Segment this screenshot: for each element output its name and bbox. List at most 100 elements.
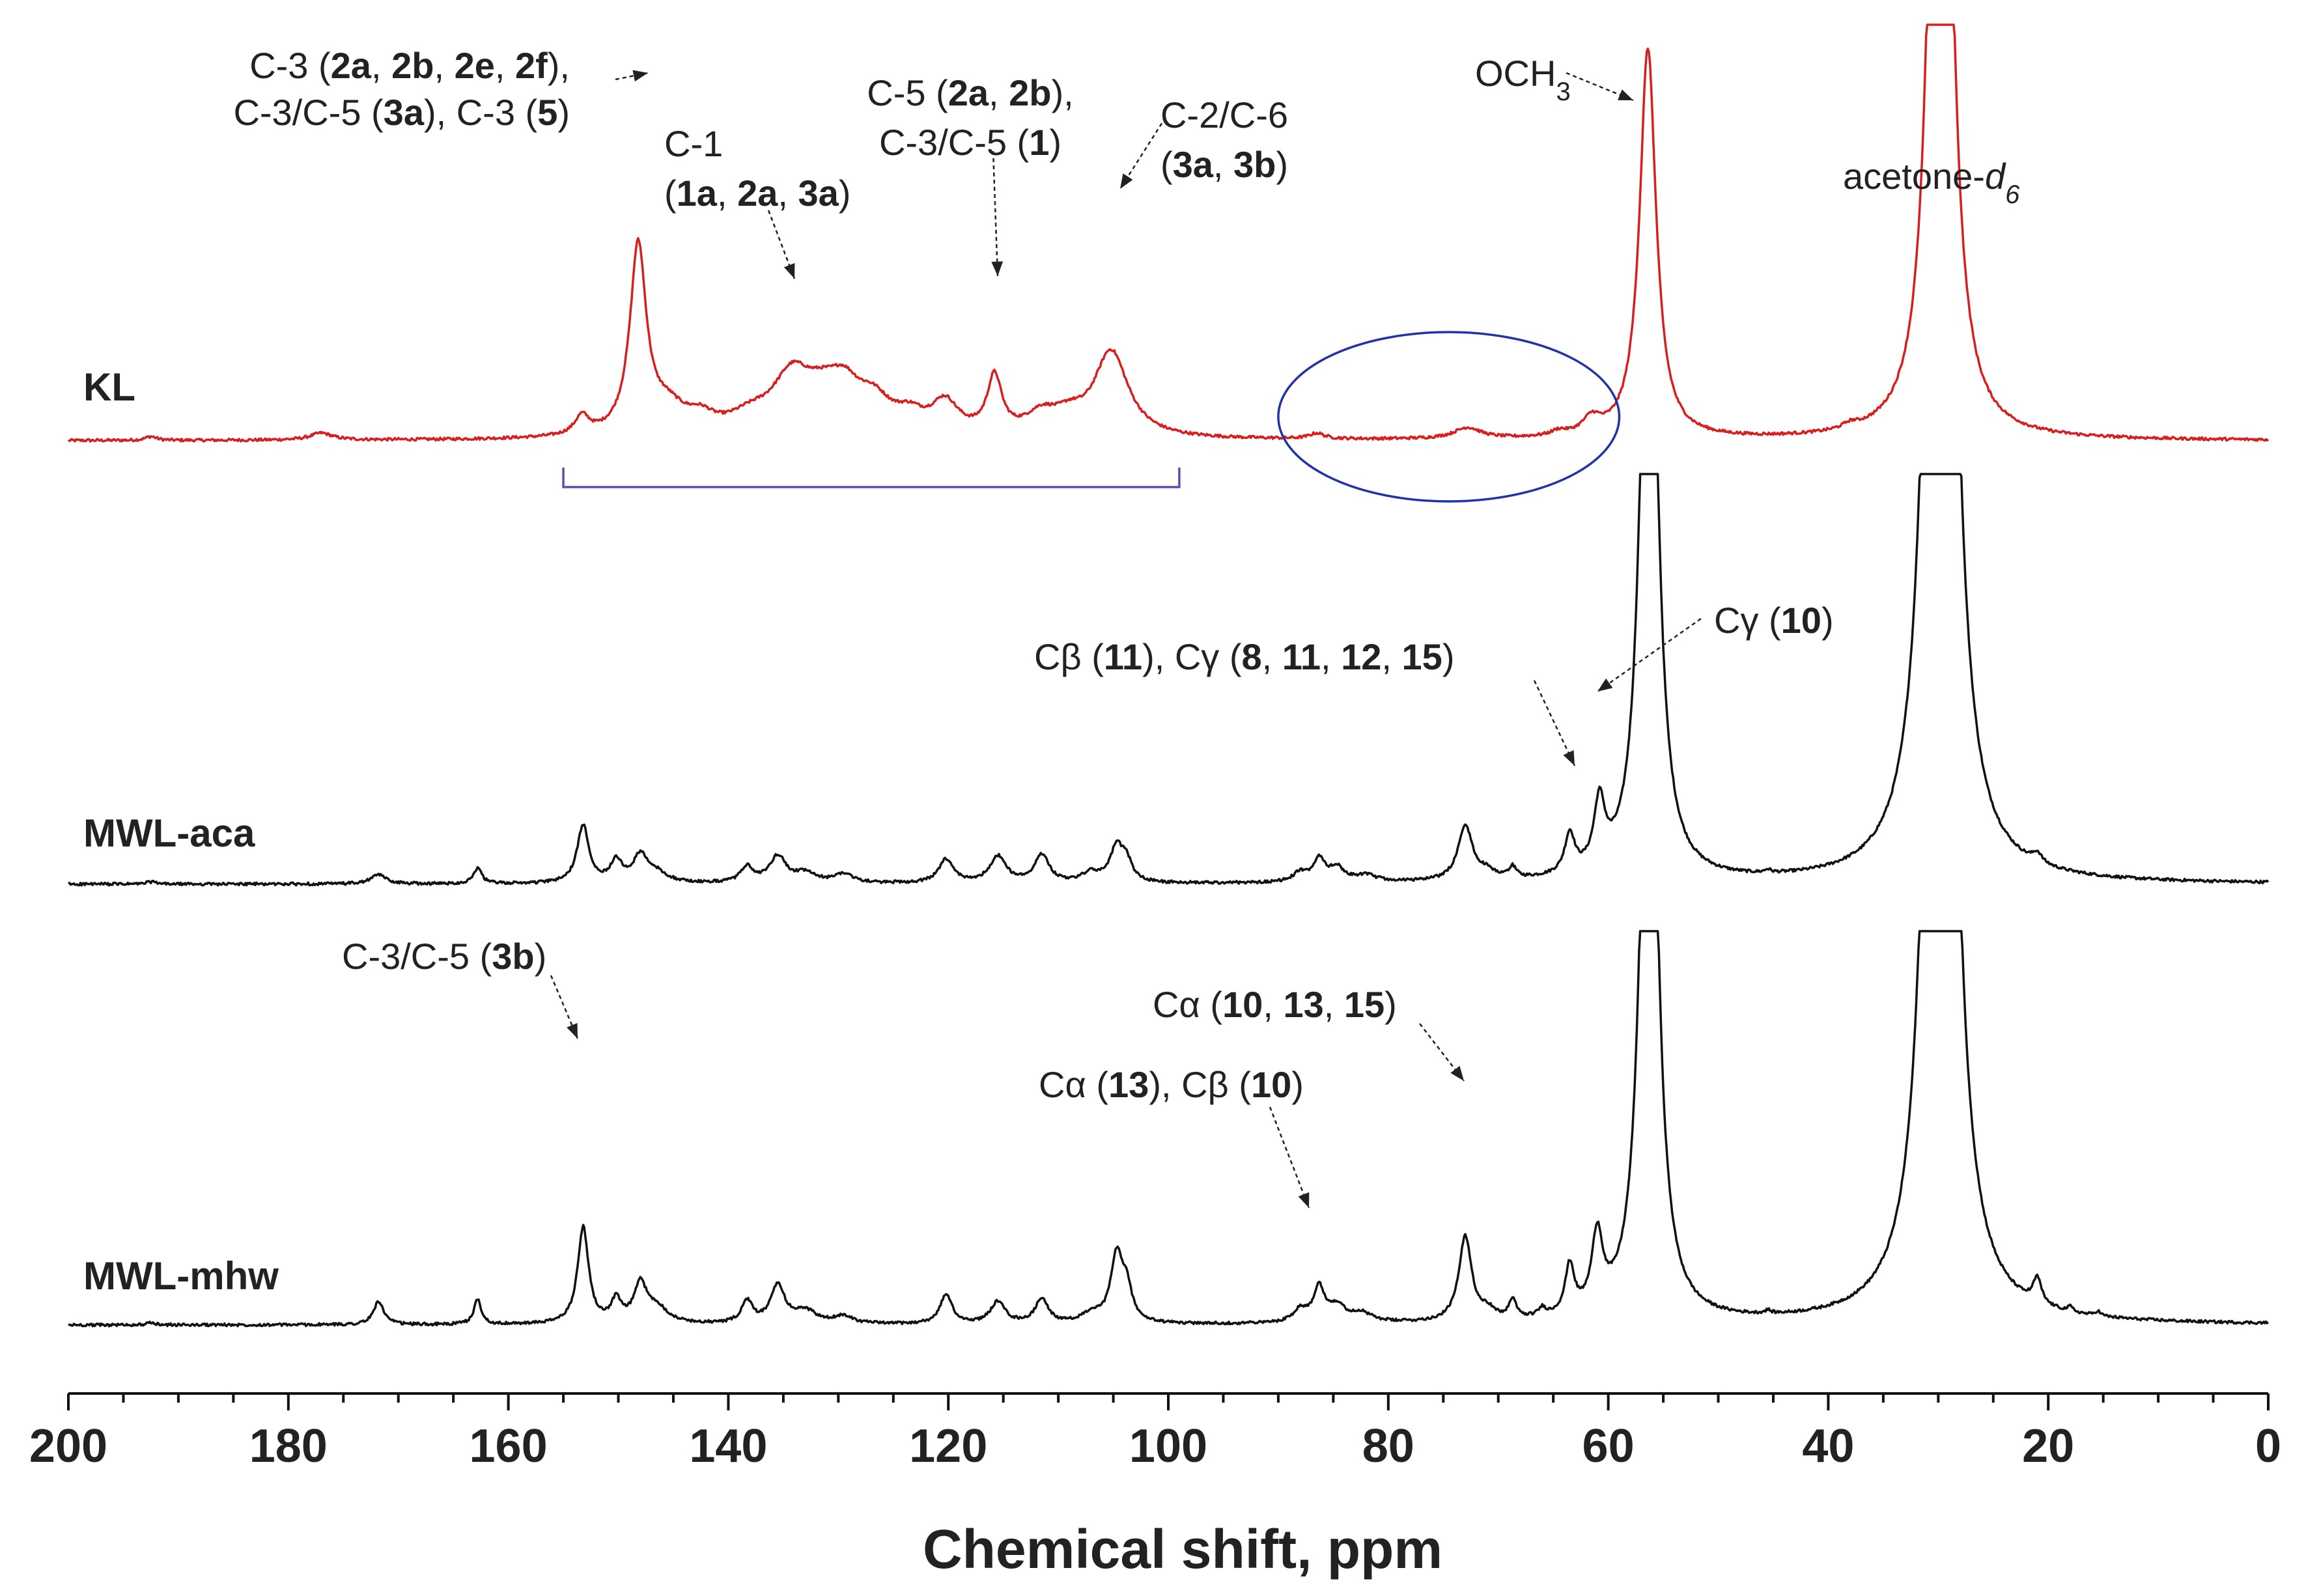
- annotation-text-segment: Cγ (: [1714, 600, 1781, 641]
- annotation-text-segment: 3: [1556, 77, 1570, 106]
- series-label-kl: KL: [83, 365, 135, 409]
- annotation-arrow-line: [1597, 617, 1702, 693]
- annotation-text-segment: 2a: [737, 173, 778, 214]
- annotation-text-segment: 2f: [515, 45, 548, 86]
- annotation-text-segment: ): [557, 92, 570, 133]
- annotation-arrow-head: [1618, 89, 1633, 100]
- annotation-text-segment: ,: [495, 45, 515, 86]
- peak-annotation: C-2/C-6 (3a, 3b): [1160, 94, 1288, 185]
- series-labels: KL MWL-aca MWL-mhw: [83, 365, 279, 1298]
- annotation-arrow-head: [1597, 678, 1613, 692]
- peak-annotation: C-5 (2a, 2b), C-3/C-5 (1): [867, 72, 1073, 163]
- spectrum-line-mwl-mhw: [68, 930, 2270, 1328]
- annotation-arrow-line: [1269, 1106, 1310, 1209]
- annotation-arrow-head: [632, 70, 648, 82]
- annotation-text-segment: ), C-3 (: [424, 92, 538, 133]
- annotation-text-segment: C-3/C-5 (: [233, 92, 384, 133]
- annotation-text-segment: 5: [537, 92, 557, 133]
- series-label-mwl-mhw: MWL-mhw: [83, 1254, 279, 1298]
- annotation-text-segment: 12: [1341, 636, 1381, 677]
- x-tick-label: 100: [1129, 1420, 1207, 1472]
- annotation-arrow-head: [1563, 750, 1575, 766]
- annotation-text-segment: OCH: [1475, 53, 1556, 94]
- region-markers: [562, 331, 1621, 503]
- peak-annotation: C-1 (1a, 2a, 3a): [664, 123, 851, 214]
- annotation-text-segment: 3b: [1233, 144, 1276, 185]
- annotation-text-segment: 1a: [677, 173, 718, 214]
- annotation-text-segment: ), Cβ (: [1149, 1064, 1251, 1105]
- annotation-text-segment: 3a: [798, 173, 839, 214]
- spectra-group: [67, 23, 2270, 1328]
- annotation-arrow-head: [567, 1023, 578, 1039]
- annotation-text-segment: 1: [1029, 122, 1049, 163]
- annotation-text-segment: ,: [717, 173, 737, 214]
- annotation-text-segment: ,: [1262, 636, 1282, 677]
- peak-annotation: C-3 (2a, 2b, 2e, 2f), C-3/C-5 (3a), C-3 (…: [233, 45, 570, 133]
- x-tick-label: 120: [909, 1420, 987, 1472]
- annotation-text-segment: ),: [1052, 72, 1074, 113]
- annotation-text-segment: ,: [1324, 984, 1344, 1025]
- annotation-text-segment: ), Cγ (: [1142, 636, 1242, 677]
- x-tick-label: 80: [1362, 1420, 1414, 1472]
- annotation-text-segment: C-1: [664, 123, 723, 164]
- annotation-text-segment: C-2/C-6: [1160, 94, 1288, 135]
- x-tick-label: 180: [249, 1420, 328, 1472]
- annotation-text-segment: 3b: [492, 936, 534, 977]
- annotation-arrow-line: [992, 150, 999, 277]
- annotation-text-segment: 15: [1344, 984, 1385, 1025]
- x-tick-label: 200: [29, 1420, 107, 1472]
- annotation-text-segment: 2a: [948, 72, 989, 113]
- annotation-text-segment: ): [535, 936, 547, 977]
- annotation-text-segment: C-3 (: [249, 45, 331, 86]
- annotation-text-segment: 3a: [1173, 144, 1214, 185]
- annotation-text-segment: ): [1385, 984, 1397, 1025]
- peak-annotations: C-3 (2a, 2b, 2e, 2f), C-3/C-5 (3a), C-3 (…: [233, 45, 2020, 1105]
- x-tick-label: 140: [689, 1420, 767, 1472]
- annotation-text-segment: ): [1442, 636, 1455, 677]
- annotation-text-segment: ,: [1321, 636, 1341, 677]
- annotation-text-segment: 2a: [331, 45, 372, 86]
- annotation-arrow-line: [1533, 680, 1576, 766]
- annotation-text-segment: ,: [778, 173, 798, 214]
- annotation-text-segment: ,: [1213, 144, 1233, 185]
- x-axis-title: Chemical shift, ppm: [923, 1519, 1442, 1580]
- annotation-arrow-head: [991, 261, 1004, 276]
- x-tick-label: 40: [1802, 1420, 1854, 1472]
- annotation-text-segment: 10: [1222, 984, 1263, 1025]
- annotation-text-segment: (: [664, 173, 677, 214]
- spectrum-line-kl: [67, 23, 2270, 443]
- annotation-text-segment: ,: [989, 72, 1009, 113]
- annotation-text-segment: (: [1160, 144, 1173, 185]
- annotation-text-segment: ,: [434, 45, 454, 86]
- peak-annotation: Cγ (10): [1714, 600, 1834, 641]
- annotation-text-segment: Cα (: [1039, 1064, 1108, 1105]
- annotation-text-segment: 13: [1108, 1064, 1149, 1105]
- annotation-text-segment: ,: [1263, 984, 1283, 1025]
- peak-annotation: Cα (10, 13, 15): [1153, 984, 1397, 1025]
- annotation-text-segment: ,: [1381, 636, 1401, 677]
- annotation-text-segment: ): [1821, 600, 1834, 641]
- x-tick-label: 160: [470, 1420, 548, 1472]
- annotation-arrows: [550, 70, 1702, 1209]
- annotation-text-segment: ): [839, 173, 851, 214]
- annotation-text-segment: 11: [1282, 636, 1321, 677]
- annotation-text-segment: ): [1049, 122, 1062, 163]
- annotation-text-segment: 15: [1402, 636, 1442, 677]
- annotation-arrow-head: [1120, 173, 1133, 189]
- annotation-text-segment: 2e: [455, 45, 495, 86]
- annotation-text-segment: ,: [371, 45, 391, 86]
- peak-annotation: C-3/C-5 (3b): [342, 936, 546, 977]
- peak-annotation: acetone-d6: [1843, 156, 2020, 209]
- annotation-text-segment: 3a: [384, 92, 425, 133]
- annotation-text-segment: 2b: [391, 45, 434, 86]
- annotation-text-segment: C-5 (: [867, 72, 948, 113]
- annotation-text-segment: 10: [1781, 600, 1821, 641]
- series-label-mwl-aca: MWL-aca: [83, 811, 255, 855]
- annotation-text-segment: 10: [1251, 1064, 1291, 1105]
- peak-annotation: Cβ (11), Cγ (8, 11, 12, 15): [1034, 636, 1454, 677]
- annotation-text-segment: ): [1291, 1064, 1304, 1105]
- annotation-arrow-line: [615, 72, 649, 81]
- x-tick-label: 0: [2255, 1420, 2281, 1472]
- annotation-text-segment: 13: [1283, 984, 1323, 1025]
- annotation-text-segment: 6: [2005, 180, 2020, 209]
